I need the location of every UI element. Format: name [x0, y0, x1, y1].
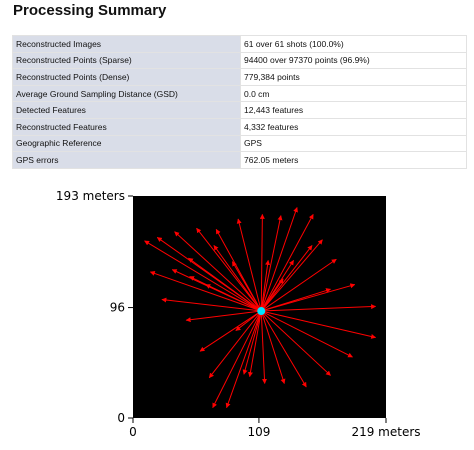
table-row: Reconstructed Points (Sparse) 94400 over … [12, 51, 467, 70]
label-cell: Reconstructed Images [12, 35, 241, 53]
y-tick-label: 193 meters [56, 189, 125, 203]
label-cell: Reconstructed Points (Sparse) [12, 51, 241, 70]
value-cell: 779,384 points [240, 68, 467, 86]
error-arrow [225, 310, 262, 409]
table-row: Detected Features 12,443 features [12, 101, 467, 119]
gps-error-plot: 0 96 193 meters 0 109 219 meters [56, 189, 421, 439]
value-cell: GPS [240, 134, 467, 153]
error-arrow [213, 245, 262, 312]
value-cell: 4,332 features [240, 117, 467, 136]
error-arrow [188, 257, 262, 312]
error-arrow [196, 227, 262, 312]
error-arrow [149, 271, 262, 312]
error-arrow [212, 310, 262, 409]
table-row: Reconstructed Images 61 over 61 shots (10… [12, 35, 467, 53]
error-arrow [260, 310, 286, 384]
error-arrow [259, 213, 265, 312]
x-tick-label: 219 meters [351, 425, 420, 439]
label-cell: Geographic Reference [12, 134, 241, 153]
error-arrow [261, 310, 353, 358]
error-arrow [261, 310, 377, 339]
x-tick-label: 0 [129, 425, 137, 439]
error-arrow [260, 259, 271, 312]
error-arrow [260, 207, 298, 312]
error-arrow [260, 215, 283, 312]
y-tick-label: 96 [110, 301, 125, 315]
title: Processing Summary [13, 2, 167, 19]
value-cell: 0.0 cm [240, 84, 467, 103]
label-cell: Average Ground Sampling Distance (GSD) [12, 84, 241, 103]
x-tick-label: 109 [247, 425, 270, 439]
error-arrow [260, 310, 331, 376]
label-cell: Reconstructed Points (Dense) [12, 68, 241, 86]
label-cell: GPS errors [12, 151, 241, 169]
value-cell: 94400 over 97370 points (96.9%) [240, 51, 467, 70]
error-arrow [208, 310, 262, 379]
value-cell: 61 over 61 shots (100.0%) [240, 35, 467, 53]
error-arrow [260, 259, 295, 312]
table-row: Reconstructed Features 4,332 features [12, 117, 467, 136]
table-row: Average Ground Sampling Distance (GSD) 0.… [12, 84, 467, 103]
y-tick-label: 0 [117, 411, 125, 425]
error-arrow [235, 310, 262, 331]
value-cell: 12,443 features [240, 101, 467, 119]
error-arrow [261, 304, 377, 312]
camera-position [257, 307, 266, 316]
error-arrow [199, 310, 262, 352]
error-arrow [161, 297, 262, 312]
error-arrow [144, 240, 262, 312]
error-arrow [260, 258, 337, 312]
label-cell: Reconstructed Features [12, 117, 241, 136]
error-arrow [205, 284, 262, 312]
error-arrow [260, 311, 267, 384]
error-arrow [260, 310, 307, 388]
error-arrow [242, 310, 262, 375]
error-arrow [174, 231, 262, 312]
table-row: Geographic Reference GPS [12, 134, 467, 153]
error-arrow [185, 310, 262, 323]
error-arrow [247, 310, 262, 378]
error-arrow [260, 245, 313, 312]
table-row: GPS errors 762.05 meters [12, 151, 467, 169]
label-cell: Detected Features [12, 101, 241, 119]
value-cell: 762.05 meters [240, 151, 467, 169]
summary-table: Reconstructed Images 61 over 61 shots (10… [12, 35, 467, 169]
error-arrow [236, 218, 262, 312]
error-arrow [231, 261, 262, 312]
error-arrow [260, 213, 314, 312]
error-arrow [261, 288, 332, 312]
error-arrow [260, 239, 323, 312]
table-row: Reconstructed Points (Dense) 779,384 poin… [12, 68, 467, 86]
